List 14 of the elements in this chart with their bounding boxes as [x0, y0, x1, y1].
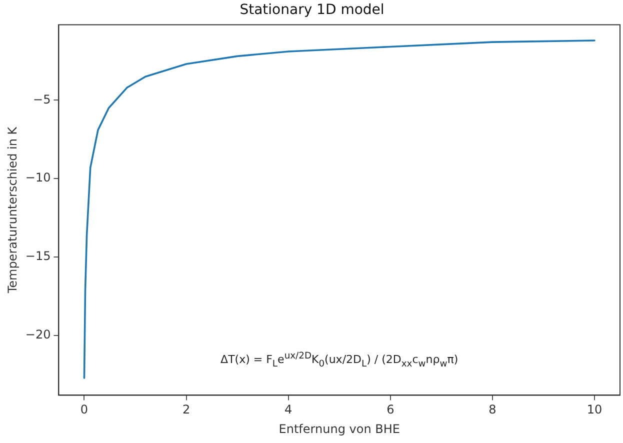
y-tick-label: −15 [25, 249, 51, 264]
y-tick-label: −10 [25, 170, 51, 185]
y-tick-label: −5 [33, 92, 51, 106]
text: ΔT(x) = F$_{L}$e$^{ux/2D}$K$_{0}$(ux/2D$_{L}$) / (2D$_{xx}$c$_{w}$nρ$_{w}$π) [220, 350, 458, 370]
y-axis-title: Temperaturunterschied in K [5, 126, 20, 294]
x-tick-label: 8 [488, 402, 496, 417]
chart-title: Stationary 1D model [240, 2, 384, 18]
x-tick-label: 2 [182, 402, 190, 417]
x-tick-label: 0 [80, 402, 88, 417]
x-tick-label: 10 [586, 402, 602, 417]
x-axis-title: Entfernung von BHE [278, 422, 400, 436]
x-tick-label: 4 [284, 402, 292, 417]
y-tick-label: −20 [25, 328, 51, 342]
x-tick-label: 6 [386, 402, 394, 417]
